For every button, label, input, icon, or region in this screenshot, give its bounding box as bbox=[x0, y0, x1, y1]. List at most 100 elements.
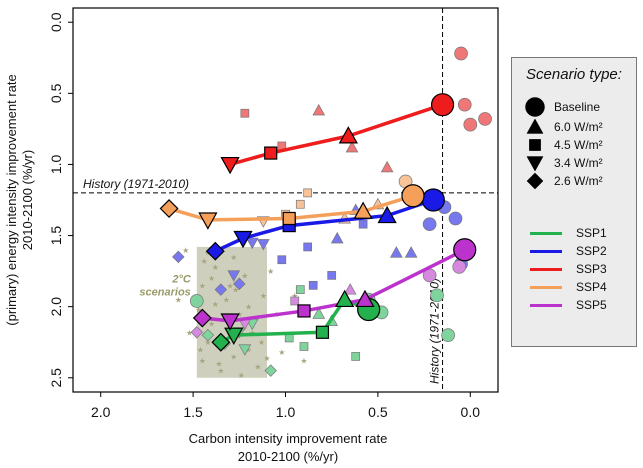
x-axis-label-line2: 2010-2100 (%/yr) bbox=[238, 449, 338, 464]
two-degree-scenario-point: ★ bbox=[300, 357, 307, 366]
legend-title: Scenario type: bbox=[526, 66, 622, 83]
scenario-point-ssp1 bbox=[351, 352, 361, 361]
two-degree-scenario-point: ★ bbox=[245, 345, 252, 354]
two-degree-scenario-point: ★ bbox=[212, 300, 219, 309]
scenario-point-ssp5 bbox=[190, 326, 204, 339]
triangle-down-symbol bbox=[526, 156, 544, 172]
two-degree-scenario-point: ★ bbox=[291, 291, 298, 300]
series-marker-ssp1 bbox=[224, 327, 244, 345]
legend-item-marker: Baseline bbox=[522, 97, 601, 117]
legend-item-ssp4: SSP4 bbox=[530, 278, 607, 296]
series-marker-ssp4 bbox=[282, 211, 296, 226]
y-tick-label: 1.5 bbox=[48, 226, 64, 246]
series-marker-ssp4 bbox=[401, 184, 425, 208]
x-tick-label: 0.0 bbox=[461, 404, 481, 420]
x-axis-label-line1: Carbon intensity improvement rate bbox=[189, 431, 388, 446]
y-tick-label: 1.0 bbox=[48, 155, 64, 175]
legend-line-swatch bbox=[530, 303, 562, 307]
series-marker-ssp1 bbox=[211, 332, 231, 352]
legend-item-label: Baseline bbox=[554, 100, 601, 114]
two-degree-label-line2: scenarios bbox=[139, 286, 190, 298]
scenario-point-ssp2 bbox=[172, 250, 185, 264]
scenario-point-ssp1 bbox=[430, 288, 444, 303]
scenario-point-ssp1 bbox=[312, 307, 326, 319]
y-tick-label: 2.0 bbox=[48, 297, 64, 317]
two-degree-scenario-point: ★ bbox=[195, 306, 202, 315]
two-degree-scenario-point: ★ bbox=[215, 360, 222, 369]
scenario-point-ssp1 bbox=[238, 344, 252, 356]
two-degree-scenario-point: ★ bbox=[267, 267, 274, 276]
x-tick-label: 1.5 bbox=[183, 404, 203, 420]
triangle-down-icon bbox=[522, 154, 548, 172]
scenario-point-ssp1 bbox=[441, 328, 455, 342]
series-marker-ssp4 bbox=[198, 212, 218, 230]
scenario-point-ssp5 bbox=[290, 296, 300, 306]
scenario-point-ssp2 bbox=[448, 211, 463, 226]
scenario-point-ssp2 bbox=[303, 242, 313, 252]
two-degree-scenario-point: ★ bbox=[278, 348, 285, 357]
legend-line-swatch bbox=[530, 231, 562, 235]
scenario-point-ssp1 bbox=[264, 364, 277, 377]
y-axis-label-line2: 2010-2100 (%/yr) bbox=[20, 150, 35, 250]
scenario-point-ssp2 bbox=[358, 219, 368, 229]
scenario-point-ssp2 bbox=[256, 239, 270, 251]
legend-item-label: SSP4 bbox=[576, 280, 607, 294]
series-marker-ssp3 bbox=[220, 156, 240, 175]
scenario-point-ssp2 bbox=[308, 280, 318, 290]
scenario-point-ssp2 bbox=[422, 217, 437, 232]
scenario-point-ssp4 bbox=[303, 188, 313, 198]
scenario-point-ssp5 bbox=[452, 259, 467, 274]
series-marker-ssp2 bbox=[421, 188, 445, 212]
legend-item-ssp1: SSP1 bbox=[530, 224, 607, 242]
legend-item-label: 3.4 W/m² bbox=[554, 156, 603, 170]
triangle-up-symbol bbox=[526, 118, 544, 134]
y-tick-label: 0.5 bbox=[48, 83, 64, 103]
two-degree-scenario-point: ★ bbox=[223, 296, 230, 305]
series-marker-ssp2 bbox=[377, 205, 397, 224]
series-marker-ssp1 bbox=[315, 325, 330, 339]
scenario-point-ssp2 bbox=[227, 270, 241, 282]
legend-item-marker: 6.0 W/m² bbox=[522, 118, 603, 136]
legend-item-label: SSP3 bbox=[576, 262, 607, 276]
two-degree-scenario-point: ★ bbox=[245, 303, 252, 312]
two-degree-scenario-point: ★ bbox=[230, 352, 237, 361]
two-degree-scenario-point: ★ bbox=[199, 357, 206, 366]
two-degree-scenario-point: ★ bbox=[175, 296, 182, 305]
legend-item-label: SSP5 bbox=[576, 298, 607, 312]
two-degree-scenario-point: ★ bbox=[197, 345, 204, 354]
scenario-point-ssp3 bbox=[478, 112, 492, 126]
scenario-point-ssp2 bbox=[330, 231, 344, 244]
two-degree-scenario-point: ★ bbox=[182, 246, 189, 255]
x-tick-label: 2.0 bbox=[91, 404, 111, 420]
square-symbol bbox=[529, 139, 541, 151]
legend-item-label: 6.0 W/m² bbox=[554, 120, 603, 134]
series-marker-ssp3 bbox=[338, 126, 358, 144]
legend-item-marker: 4.5 W/m² bbox=[522, 136, 603, 154]
legend-item-ssp3: SSP3 bbox=[530, 260, 607, 278]
y-tick-label: 2.5 bbox=[48, 368, 64, 388]
two-degree-scenario-point: ★ bbox=[254, 362, 261, 371]
two-degree-scenario-point: ★ bbox=[208, 320, 215, 329]
scenario-point-ssp2 bbox=[327, 271, 337, 280]
legend-item-label: 2.6 W/m² bbox=[554, 174, 603, 188]
two-degree-scenario-point: ★ bbox=[249, 328, 256, 337]
triangle-up-icon bbox=[522, 118, 548, 136]
scenario-point-ssp3 bbox=[457, 97, 472, 112]
scenario-point-ssp2 bbox=[277, 255, 287, 265]
circle-icon bbox=[522, 97, 548, 117]
history-energy-label: History (1971-2010) bbox=[83, 177, 189, 191]
two-degree-scenario-box bbox=[196, 246, 268, 378]
legend-item-marker: 3.4 W/m² bbox=[522, 154, 603, 172]
series-marker-ssp2 bbox=[205, 241, 225, 261]
scenario-point-ssp1 bbox=[295, 285, 305, 294]
x-tick-label: 0.5 bbox=[368, 404, 388, 420]
series-marker-ssp5 bbox=[453, 238, 477, 262]
y-axis-label-line1: (primary) energy intensity improvement r… bbox=[4, 74, 19, 325]
legend: Scenario type: Baseline 6.0 W/m² 4.5 W/m² 3… bbox=[511, 57, 637, 347]
scenario-point-ssp5 bbox=[343, 283, 357, 295]
two-degree-scenario-point: ★ bbox=[232, 286, 239, 295]
scenario-point-ssp3 bbox=[312, 103, 326, 116]
two-degree-scenario-point: ★ bbox=[260, 291, 267, 300]
scenario-point-ssp2 bbox=[233, 277, 246, 291]
